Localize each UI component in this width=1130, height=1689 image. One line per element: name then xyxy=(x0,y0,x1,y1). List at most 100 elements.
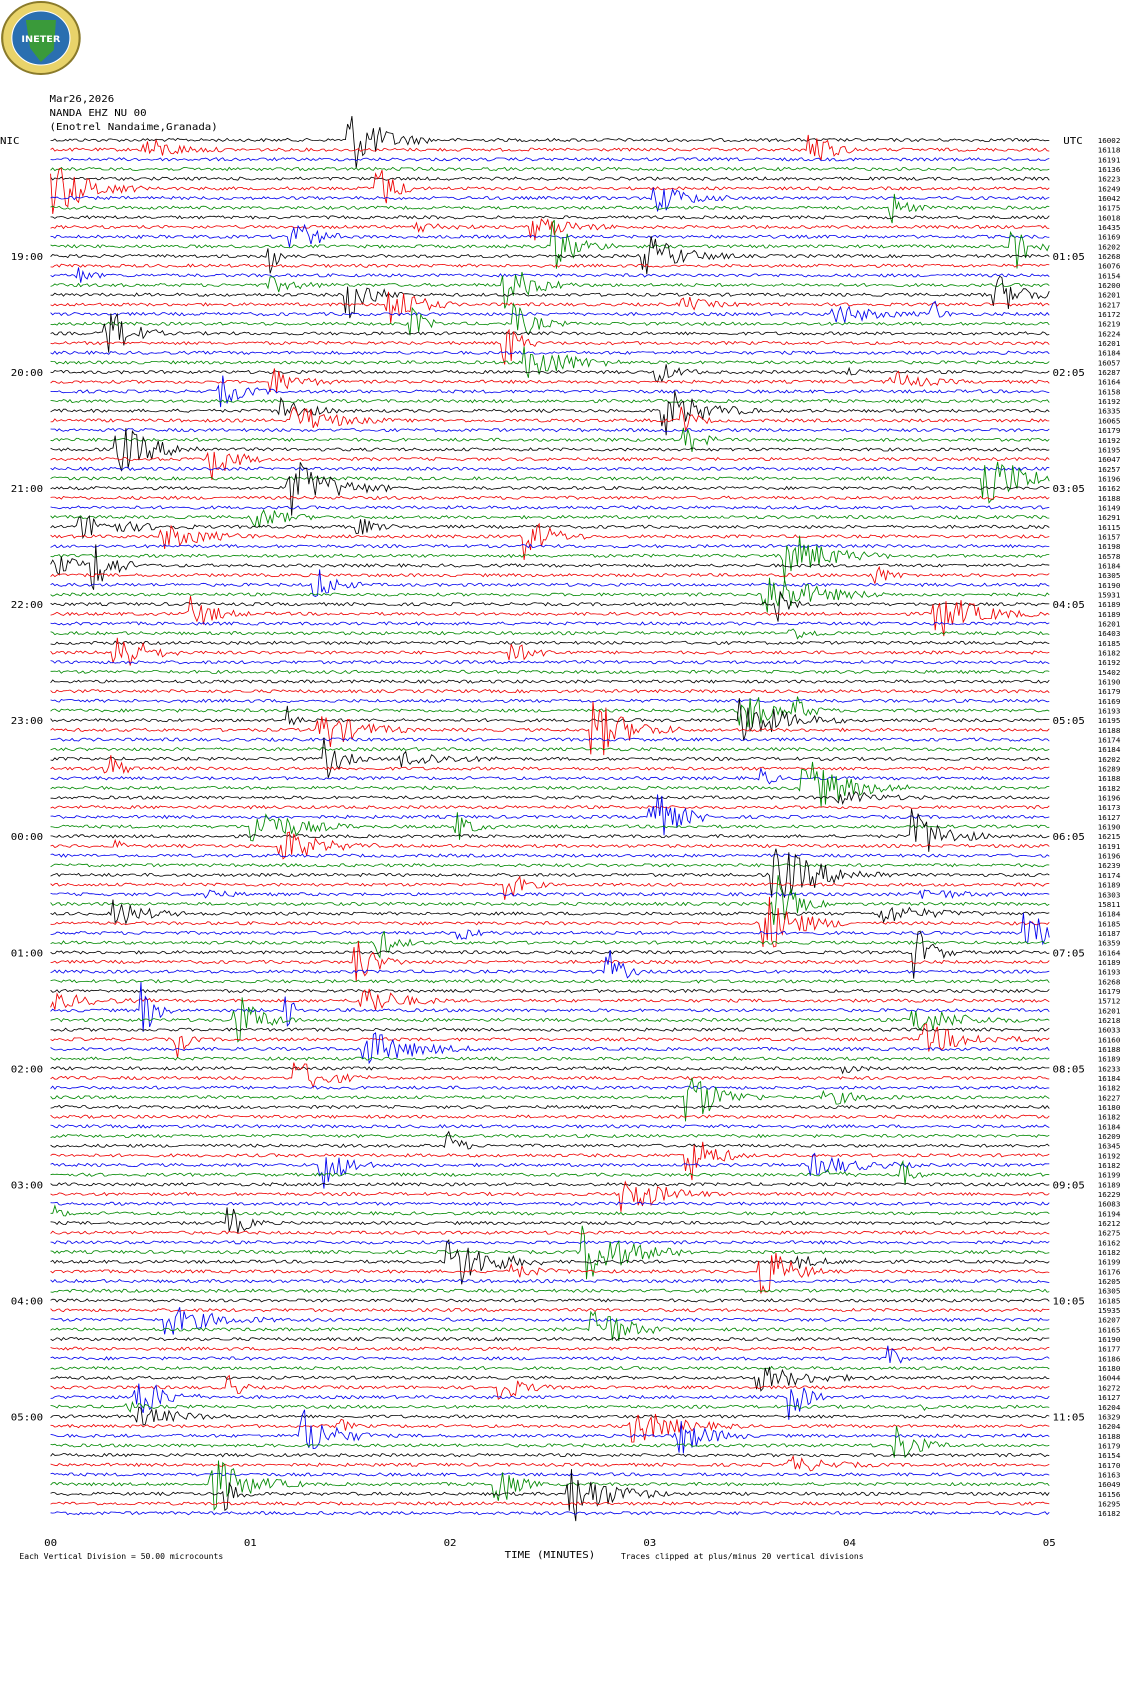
left-time-label: 04:00 xyxy=(11,1296,43,1308)
trace xyxy=(50,853,1050,858)
trace xyxy=(50,698,1050,704)
trace-value: 16184 xyxy=(1098,745,1121,754)
trace-value: 16204 xyxy=(1098,1422,1121,1431)
trace-value: 16170 xyxy=(1098,1461,1121,1470)
trace xyxy=(50,1278,1050,1284)
trace xyxy=(50,263,1050,268)
trace-value: 16209 xyxy=(1098,1132,1121,1141)
trace-value: 16180 xyxy=(1098,1103,1121,1112)
trace-value: 16169 xyxy=(1098,697,1121,706)
trace xyxy=(50,1409,1050,1454)
trace xyxy=(50,1307,1050,1335)
trace xyxy=(50,543,1050,549)
trace-value: 16189 xyxy=(1098,958,1121,967)
trace-value: 16190 xyxy=(1098,823,1121,832)
trace xyxy=(50,1104,1050,1110)
trace xyxy=(50,569,1050,598)
trace xyxy=(50,375,1050,408)
trace-value: 16287 xyxy=(1098,368,1121,377)
trace xyxy=(50,236,1050,275)
trace xyxy=(50,223,1050,248)
trace-value: 16233 xyxy=(1098,1065,1121,1074)
trace xyxy=(50,941,1050,982)
trace xyxy=(50,1230,1050,1235)
trace-value: 16042 xyxy=(1098,194,1121,203)
trace-value: 16154 xyxy=(1098,272,1121,281)
left-time-label: 19:00 xyxy=(11,251,43,263)
trace-value: 16047 xyxy=(1098,455,1121,464)
trace xyxy=(50,1180,1050,1212)
trace-value: 16182 xyxy=(1098,784,1121,793)
trace xyxy=(50,176,1050,181)
trace-value: 16212 xyxy=(1098,1219,1121,1228)
trace xyxy=(50,427,1050,452)
trace-value: 16359 xyxy=(1098,939,1121,948)
x-tick-label: 00 xyxy=(44,1537,57,1549)
trace-value: 16173 xyxy=(1098,803,1121,812)
trace-value: 16185 xyxy=(1098,920,1121,929)
left-time-label: 22:00 xyxy=(11,599,43,611)
right-time-label: 10:05 xyxy=(1053,1296,1085,1308)
trace-value: 16303 xyxy=(1098,891,1121,900)
trace xyxy=(50,451,1050,480)
trace-value: 15402 xyxy=(1098,668,1121,677)
trace-value: 16196 xyxy=(1098,852,1121,861)
trace xyxy=(50,368,1050,393)
trace xyxy=(50,1510,1050,1516)
trace-value: 16033 xyxy=(1098,1026,1121,1035)
trace-value: 16196 xyxy=(1098,475,1121,484)
x-tick-label: 04 xyxy=(843,1537,856,1549)
trace xyxy=(50,812,1050,842)
trace-value: 16217 xyxy=(1098,301,1121,310)
trace-value: 16179 xyxy=(1098,687,1121,696)
trace xyxy=(50,544,1050,590)
trace xyxy=(50,761,1050,807)
right-time-label: 11:05 xyxy=(1053,1412,1085,1424)
trace-value: 16224 xyxy=(1098,330,1121,339)
trace-value: 16175 xyxy=(1098,204,1121,213)
header-date: Mar26,2026 xyxy=(50,93,115,105)
trace xyxy=(50,701,1050,756)
trace-value: 16195 xyxy=(1098,716,1121,725)
trace-value: 16196 xyxy=(1098,794,1121,803)
trace xyxy=(50,1141,1050,1181)
trace xyxy=(50,522,1050,560)
right-time-label: 09:05 xyxy=(1053,1180,1085,1192)
trace-value: 16179 xyxy=(1098,987,1121,996)
trace xyxy=(50,747,1050,752)
trace xyxy=(50,659,1050,665)
trace-value: 16186 xyxy=(1098,1355,1121,1364)
trace xyxy=(50,930,1050,979)
trace-value: 16184 xyxy=(1098,1074,1121,1083)
left-time-label: 23:00 xyxy=(11,716,43,728)
trace-value: 16207 xyxy=(1098,1316,1121,1325)
trace xyxy=(50,794,1050,836)
trace-value: 16189 xyxy=(1098,881,1121,890)
trace-value: 16191 xyxy=(1098,156,1121,165)
trace xyxy=(50,406,1050,432)
trace-value: 16202 xyxy=(1098,755,1121,764)
trace xyxy=(50,1152,1050,1189)
trace-value: 16149 xyxy=(1098,504,1121,513)
trace xyxy=(50,267,1050,283)
trace-value: 16239 xyxy=(1098,862,1121,871)
trace xyxy=(50,679,1050,684)
trace-value: 16158 xyxy=(1098,388,1121,397)
left-time-label: 20:00 xyxy=(11,367,43,379)
right-time-label: 03:05 xyxy=(1053,483,1085,495)
trace-value: 16184 xyxy=(1098,562,1121,571)
x-axis-title: TIME (MINUTES) xyxy=(505,1549,596,1561)
trace-value: 16018 xyxy=(1098,214,1121,223)
trace-value: 16268 xyxy=(1098,252,1121,261)
trace-value: 16192 xyxy=(1098,436,1121,445)
trace xyxy=(50,391,1050,436)
trace-value: 16199 xyxy=(1098,1171,1121,1180)
trace xyxy=(50,595,1050,637)
trace xyxy=(50,1336,1050,1342)
trace xyxy=(50,978,1050,984)
x-tick-label: 01 xyxy=(244,1537,257,1549)
trace xyxy=(50,168,1050,214)
trace xyxy=(50,271,1050,309)
trace-value: 16305 xyxy=(1098,1287,1121,1296)
trace-value: 16291 xyxy=(1098,513,1121,522)
